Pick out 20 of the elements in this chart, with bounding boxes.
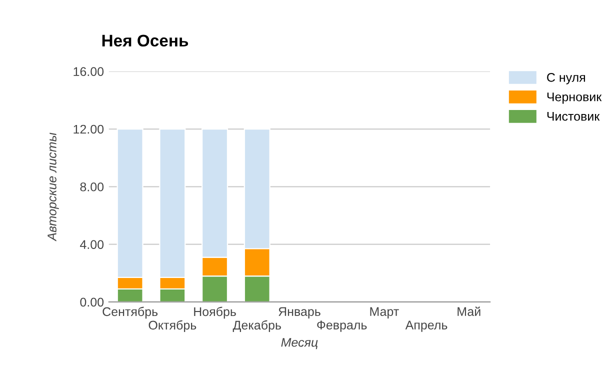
x-tick-label: Октябрь <box>148 320 196 332</box>
x-tick-label: Сентябрь <box>102 306 158 319</box>
x-tick-label: Май <box>458 306 480 316</box>
y-tick-label: 16.00 <box>74 67 104 76</box>
legend-label: С нуля <box>547 72 585 84</box>
x-tick-label: Январь <box>278 307 320 318</box>
y-tick-label: 0.00 <box>80 298 104 307</box>
legend-label: Чистовик <box>547 112 600 121</box>
x-tick-label: Февраль <box>317 320 367 332</box>
y-tick-label: 4.00 <box>80 240 104 249</box>
y-tick-label: 8.00 <box>80 182 104 192</box>
x-axis-title: Месяц <box>281 338 318 350</box>
chart-title: Нея Осень <box>102 34 188 47</box>
x-tick-label: Апрель <box>405 320 448 332</box>
x-tick-label: Ноябрь <box>194 306 236 319</box>
y-axis-title: Авторские листы <box>48 132 59 242</box>
x-tick-label: Март <box>370 307 399 318</box>
y-tick-label: 12.00 <box>74 124 104 134</box>
legend-label: Черновик <box>547 92 602 104</box>
x-tick-label: Декабрь <box>232 320 281 332</box>
